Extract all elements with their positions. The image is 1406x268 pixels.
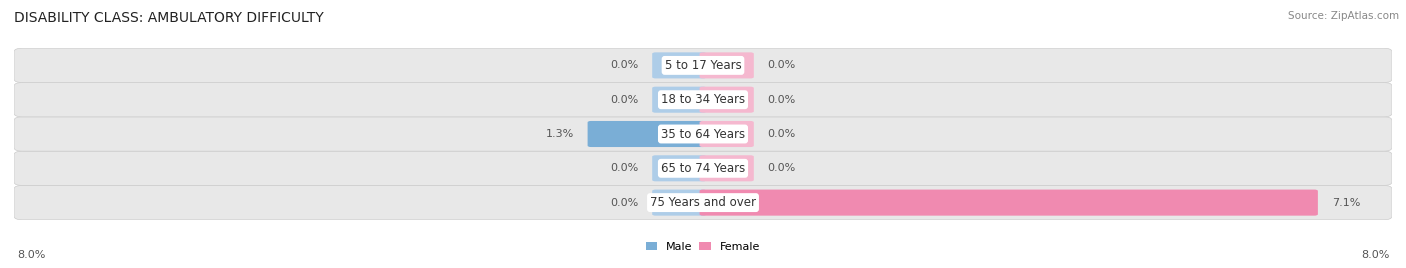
Text: 0.0%: 0.0% <box>768 95 796 105</box>
FancyBboxPatch shape <box>14 48 1392 83</box>
FancyBboxPatch shape <box>700 155 754 181</box>
Text: 18 to 34 Years: 18 to 34 Years <box>661 93 745 106</box>
FancyBboxPatch shape <box>700 121 754 147</box>
Text: 5 to 17 Years: 5 to 17 Years <box>665 59 741 72</box>
Text: 0.0%: 0.0% <box>610 60 638 70</box>
Legend: Male, Female: Male, Female <box>647 242 759 252</box>
Text: 0.0%: 0.0% <box>610 198 638 208</box>
FancyBboxPatch shape <box>588 121 706 147</box>
Text: 1.3%: 1.3% <box>546 129 574 139</box>
Text: 0.0%: 0.0% <box>768 60 796 70</box>
Text: 0.0%: 0.0% <box>768 163 796 173</box>
Text: 0.0%: 0.0% <box>610 95 638 105</box>
Text: 75 Years and over: 75 Years and over <box>650 196 756 209</box>
Text: 65 to 74 Years: 65 to 74 Years <box>661 162 745 175</box>
FancyBboxPatch shape <box>14 151 1392 185</box>
Text: DISABILITY CLASS: AMBULATORY DIFFICULTY: DISABILITY CLASS: AMBULATORY DIFFICULTY <box>14 11 323 25</box>
FancyBboxPatch shape <box>700 87 754 113</box>
FancyBboxPatch shape <box>652 87 706 113</box>
FancyBboxPatch shape <box>14 185 1392 220</box>
FancyBboxPatch shape <box>652 52 706 79</box>
Text: 35 to 64 Years: 35 to 64 Years <box>661 128 745 140</box>
Text: 7.1%: 7.1% <box>1331 198 1360 208</box>
Text: Source: ZipAtlas.com: Source: ZipAtlas.com <box>1288 11 1399 21</box>
FancyBboxPatch shape <box>652 189 706 216</box>
Text: 8.0%: 8.0% <box>1361 250 1389 260</box>
Text: 0.0%: 0.0% <box>610 163 638 173</box>
FancyBboxPatch shape <box>700 189 1317 216</box>
FancyBboxPatch shape <box>14 83 1392 117</box>
Text: 8.0%: 8.0% <box>17 250 45 260</box>
FancyBboxPatch shape <box>652 155 706 181</box>
Text: 0.0%: 0.0% <box>768 129 796 139</box>
FancyBboxPatch shape <box>14 117 1392 151</box>
FancyBboxPatch shape <box>700 52 754 79</box>
